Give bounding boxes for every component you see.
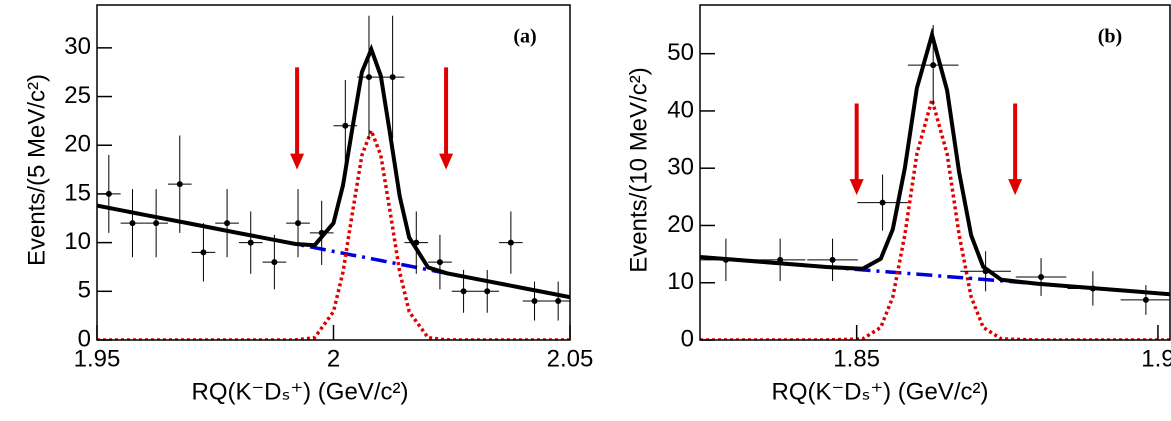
y-tick-label: 30 (64, 33, 91, 60)
data-point (1038, 274, 1045, 281)
data-point (224, 220, 231, 227)
x-tick-label: 1.85 (833, 345, 880, 372)
y-tick-label: 10 (667, 268, 694, 295)
data-point (153, 220, 160, 227)
plot-frame (96, 4, 571, 341)
data-point (365, 74, 372, 81)
y-tick-label: 20 (64, 131, 91, 158)
x-tick-label: 2.05 (547, 345, 594, 372)
x-axis-title: RQ(K⁻Dₛ⁺) (GeV/c²) (192, 378, 409, 405)
data-point (460, 288, 467, 295)
arrow-head (439, 153, 454, 170)
data-point (1089, 285, 1096, 292)
data-point (271, 259, 278, 266)
data-point (436, 259, 443, 266)
x-tick-label: 2 (327, 345, 340, 372)
plot-area (97, 15, 570, 340)
data-point (930, 62, 937, 69)
data-point (413, 239, 420, 246)
x-tick-label: 1.95 (74, 345, 121, 372)
y-tick-label: 25 (64, 82, 91, 109)
plot-area (700, 25, 1170, 340)
data-point (295, 220, 302, 227)
y-tick-label: 40 (667, 96, 694, 123)
y-tick-label: 0 (78, 325, 91, 352)
y-tick-label: 20 (667, 211, 694, 238)
arrow-head (849, 179, 864, 196)
data-point (722, 256, 729, 263)
panel-label: (a) (513, 26, 536, 48)
data-point (982, 268, 989, 275)
arrow-head (1008, 179, 1023, 196)
data-point (879, 199, 886, 206)
y-tick-label: 10 (64, 228, 91, 255)
fit-curve (97, 43, 570, 300)
data-point (1142, 296, 1149, 303)
y-tick-label: 0 (681, 325, 694, 352)
panel: 0 5 10 15 20 25 30 1.95 2 2.05 (a) RQ(K⁻Dₛ⁺) (GeV/c… (23, 4, 594, 405)
data-point (531, 298, 538, 305)
data-point (484, 288, 491, 295)
data-point (176, 181, 183, 188)
data-point (507, 239, 514, 246)
y-tick-label: 15 (64, 179, 91, 206)
data-point (129, 220, 136, 227)
panel: 0 10 20 30 40 50 1.85 1.9 (b) RQ(K⁻Dₛ⁺) (GeV/c²) E… (625, 4, 1171, 405)
data-point (389, 74, 396, 81)
y-axis-title: Events/(10 MeV/c²) (625, 67, 652, 272)
fit-curve (97, 125, 570, 340)
fit-curve (700, 92, 1170, 340)
data-point (829, 256, 836, 263)
x-axis-title: RQ(K⁻Dₛ⁺) (GeV/c²) (772, 378, 989, 405)
arrow-head (290, 153, 305, 170)
plot-frame (699, 4, 1171, 341)
data-point (200, 249, 207, 256)
data-point (777, 256, 784, 263)
data-point (247, 239, 254, 246)
panel-label: (b) (1098, 26, 1122, 48)
fit-curve (700, 27, 1170, 297)
y-axis-title: Events/(5 MeV/c²) (23, 74, 50, 266)
y-tick-label: 30 (667, 154, 694, 181)
y-tick-label: 50 (667, 39, 694, 66)
y-tick-label: 5 (78, 277, 91, 304)
data-point (318, 229, 325, 236)
data-point (342, 122, 349, 129)
x-tick-label: 1.9 (1141, 345, 1171, 372)
data-point (555, 298, 562, 305)
